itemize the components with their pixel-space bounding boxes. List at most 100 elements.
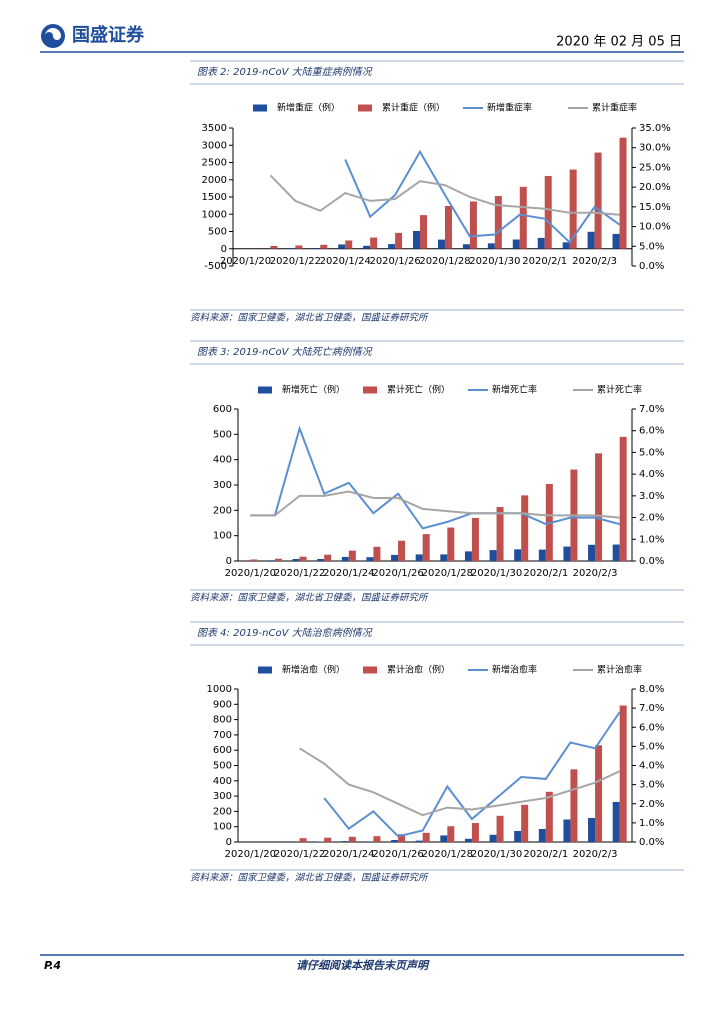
bar bbox=[373, 546, 381, 561]
y-tick-label: -500 bbox=[204, 261, 227, 272]
page-number: P.4 bbox=[44, 959, 61, 972]
bar bbox=[471, 823, 479, 842]
bar bbox=[563, 819, 571, 842]
chart-source: 资料来源：国家卫健委，湖北省卫健委，国盛证券研究所 bbox=[190, 592, 429, 604]
legend-label: 新增重症（例） bbox=[277, 102, 340, 114]
bar bbox=[494, 196, 502, 249]
x-tick-label: 2020/2/1 bbox=[522, 256, 567, 267]
legend-label: 累计重症率 bbox=[592, 102, 637, 114]
y2-tick-label: 0.0% bbox=[639, 261, 664, 272]
bar bbox=[345, 240, 353, 249]
y2-tick-label: 2.0% bbox=[639, 513, 664, 524]
bar bbox=[447, 527, 455, 561]
bar bbox=[514, 830, 522, 842]
x-tick-label: 2020/1/30 bbox=[469, 256, 520, 267]
y-tick-label: 400 bbox=[213, 455, 232, 466]
bar bbox=[348, 550, 356, 561]
bar bbox=[292, 558, 300, 561]
y-tick-label: 900 bbox=[213, 699, 232, 710]
y-tick-label: 600 bbox=[213, 404, 232, 415]
y2-tick-label: 1.0% bbox=[639, 818, 664, 829]
bar bbox=[471, 517, 479, 561]
y2-tick-label: 3.0% bbox=[639, 780, 664, 791]
bar bbox=[612, 544, 620, 561]
bar bbox=[545, 791, 553, 842]
y2-tick-label: 8.0% bbox=[639, 684, 664, 695]
bar bbox=[544, 175, 552, 249]
bar bbox=[320, 244, 328, 249]
bar bbox=[391, 554, 399, 561]
bar bbox=[348, 836, 356, 842]
y-tick-label: 200 bbox=[213, 806, 232, 817]
y2-tick-label: 0.0% bbox=[639, 556, 664, 567]
chart-source: 资料来源：国家卫健委，湖北省卫健委，国盛证券研究所 bbox=[190, 872, 429, 884]
x-tick-label: 2020/1/26 bbox=[369, 256, 420, 267]
y2-tick-label: 2.0% bbox=[639, 799, 664, 810]
bar bbox=[570, 769, 578, 842]
report-date: 2020 年 02 月 05 日 bbox=[556, 35, 682, 50]
legend-swatch bbox=[258, 666, 272, 674]
x-tick-label: 2020/2/3 bbox=[572, 256, 617, 267]
bar bbox=[496, 815, 504, 842]
bar bbox=[619, 137, 627, 249]
bar bbox=[489, 550, 497, 561]
y-tick-label: 1000 bbox=[202, 209, 227, 220]
legend-label: 新增死亡（例） bbox=[282, 384, 345, 396]
legend-label: 累计治愈（例） bbox=[387, 664, 450, 676]
bar bbox=[594, 152, 602, 249]
bar bbox=[366, 841, 374, 842]
y-tick-label: 800 bbox=[213, 715, 232, 726]
bar bbox=[595, 745, 603, 842]
y2-tick-label: 35.0% bbox=[639, 123, 671, 134]
bar bbox=[373, 836, 381, 842]
legend-label: 新增治愈（例） bbox=[282, 664, 345, 676]
y-tick-label: 2500 bbox=[202, 158, 227, 169]
x-tick-label: 2020/1/30 bbox=[471, 568, 522, 579]
bar bbox=[422, 832, 430, 842]
y2-tick-label: 10.0% bbox=[639, 222, 671, 233]
y-tick-label: 100 bbox=[213, 822, 232, 833]
bar bbox=[619, 436, 627, 561]
x-tick-label: 2020/1/28 bbox=[422, 849, 473, 860]
chart-caption: 图表 2: 2019-nCoV 大陆重症病例情况 bbox=[197, 66, 373, 78]
bar bbox=[420, 215, 428, 249]
chart-source: 资料来源：国家卫健委，湖北省卫健委，国盛证券研究所 bbox=[190, 312, 429, 324]
bar bbox=[415, 840, 423, 842]
bar bbox=[370, 237, 378, 249]
bar bbox=[422, 534, 430, 561]
bar bbox=[288, 248, 296, 249]
y2-tick-label: 20.0% bbox=[639, 182, 671, 193]
bar bbox=[521, 495, 529, 561]
bar bbox=[587, 231, 595, 249]
bar bbox=[295, 245, 303, 249]
bar bbox=[398, 834, 406, 842]
bar bbox=[363, 245, 371, 249]
bar bbox=[338, 244, 346, 249]
bar bbox=[538, 549, 546, 561]
bar bbox=[612, 801, 620, 842]
bar bbox=[562, 242, 570, 249]
legend-label: 累计死亡（例） bbox=[387, 384, 450, 396]
bar bbox=[464, 838, 472, 842]
y-tick-label: 100 bbox=[213, 531, 232, 542]
y-tick-label: 500 bbox=[213, 429, 232, 440]
legend-swatch bbox=[363, 386, 377, 394]
y2-tick-label: 0.0% bbox=[639, 837, 664, 848]
y2-tick-label: 4.0% bbox=[639, 761, 664, 772]
x-tick-label: 2020/1/26 bbox=[372, 849, 423, 860]
legend-label: 新增治愈率 bbox=[492, 664, 537, 676]
y2-tick-label: 4.0% bbox=[639, 469, 664, 480]
x-tick-label: 2020/1/22 bbox=[274, 849, 325, 860]
bar bbox=[395, 232, 403, 249]
bar bbox=[317, 558, 325, 561]
x-tick-label: 2020/1/22 bbox=[274, 568, 325, 579]
y-tick-label: 500 bbox=[208, 227, 227, 238]
x-tick-label: 2020/2/1 bbox=[523, 849, 568, 860]
y2-tick-label: 6.0% bbox=[639, 722, 664, 733]
bar bbox=[612, 233, 620, 249]
y-tick-label: 300 bbox=[213, 480, 232, 491]
legend-swatch bbox=[258, 386, 272, 394]
legend-label: 累计治愈率 bbox=[597, 664, 642, 676]
bar bbox=[341, 841, 349, 842]
